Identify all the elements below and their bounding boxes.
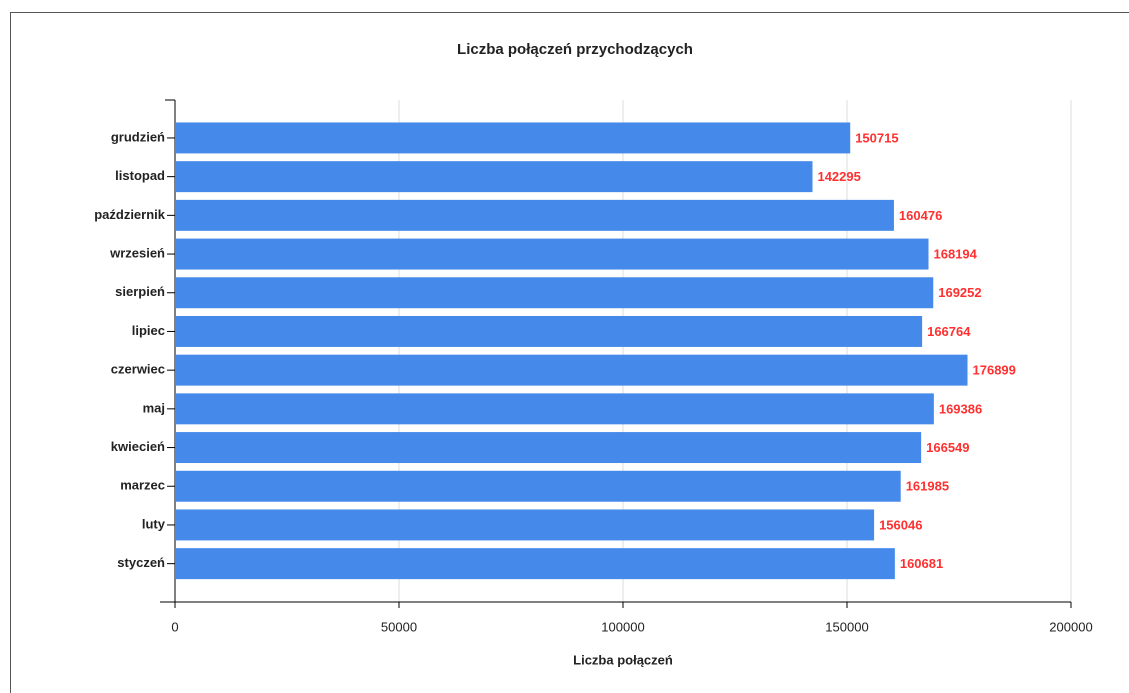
y-tick-label: maj [143, 400, 165, 415]
value-label: 169386 [939, 401, 982, 416]
value-label: 166764 [927, 324, 971, 339]
bar [175, 509, 875, 541]
value-label: 161985 [906, 479, 949, 494]
bar [175, 432, 922, 464]
x-tick-label: 0 [171, 619, 178, 634]
value-label: 156046 [879, 517, 922, 532]
value-label: 160476 [899, 208, 942, 223]
y-tick-label: sierpień [115, 284, 165, 299]
y-tick-label: styczeń [117, 555, 165, 570]
value-label: 168194 [934, 246, 978, 261]
x-tick-label: 50000 [381, 619, 417, 634]
bar [175, 238, 929, 270]
bar [175, 122, 851, 154]
bar [175, 199, 894, 231]
x-tick-label: 200000 [1049, 619, 1092, 634]
bar [175, 277, 934, 309]
y-tick-label: marzec [120, 478, 165, 493]
bar [175, 161, 813, 193]
x-tick-label: 100000 [601, 619, 644, 634]
value-label: 142295 [817, 169, 860, 184]
x-tick-label: 150000 [825, 619, 868, 634]
x-axis-label: Liczba połączeń [573, 652, 673, 667]
value-label: 176899 [973, 363, 1016, 378]
chart-title: Liczba połączeń przychodzących [457, 41, 693, 58]
y-tick-label: kwiecień [111, 439, 165, 454]
frame [10, 12, 1129, 693]
y-tick-label: listopad [115, 168, 165, 183]
bar [175, 354, 968, 386]
y-tick-label: październik [94, 207, 166, 222]
y-tick-label: luty [142, 516, 166, 531]
bar [175, 315, 923, 347]
bar [175, 393, 934, 425]
value-label: 169252 [938, 285, 981, 300]
y-tick-label: lipiec [132, 323, 165, 338]
bar [175, 470, 901, 502]
y-tick-label: wrzesień [109, 245, 165, 260]
value-label: 160681 [900, 556, 943, 571]
y-tick-label: grudzień [111, 129, 165, 144]
y-tick-label: czerwiec [111, 362, 165, 377]
bar [175, 548, 895, 580]
value-label: 166549 [926, 440, 969, 455]
value-label: 150715 [855, 130, 898, 145]
